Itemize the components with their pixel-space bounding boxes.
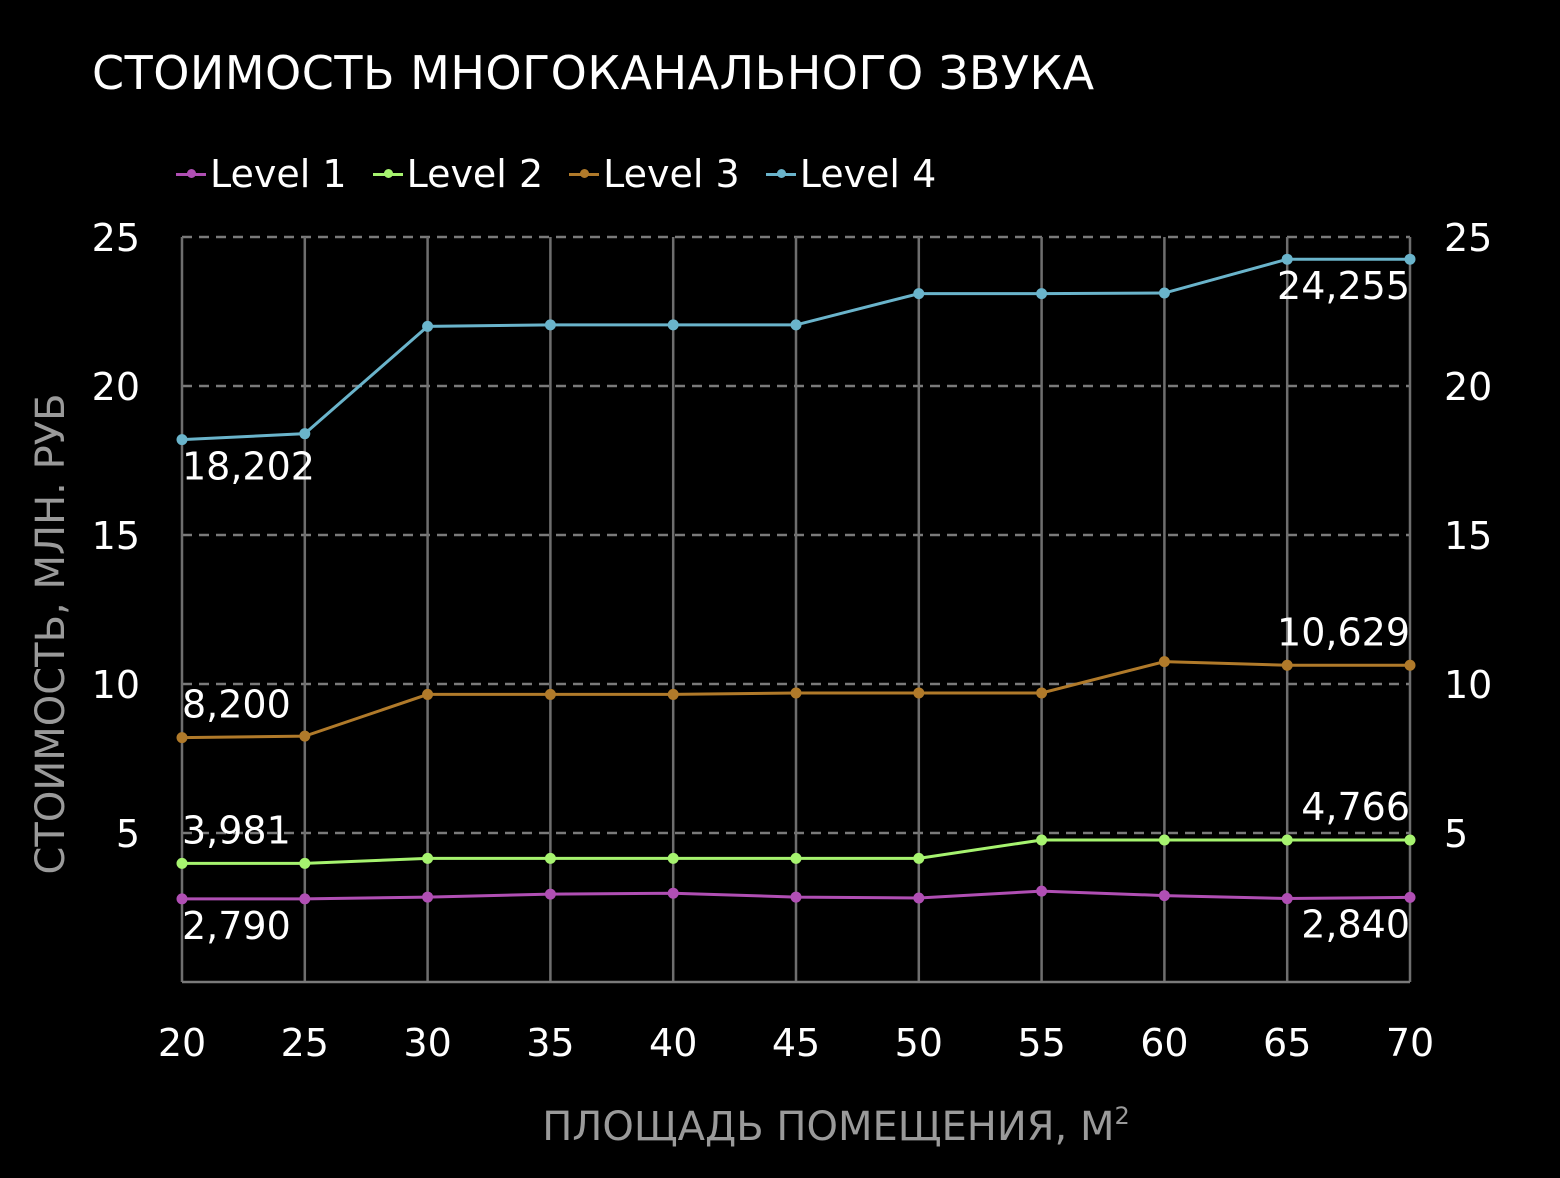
data-point-level-1	[667, 887, 679, 899]
data-label: 2,790	[182, 904, 291, 948]
data-label: 18,202	[182, 445, 315, 489]
data-point-level-2	[299, 857, 311, 869]
data-point-level-4	[1036, 288, 1048, 300]
data-point-level-2	[1036, 834, 1048, 846]
x-tick-label: 55	[1017, 1021, 1065, 1065]
data-point-level-4	[913, 288, 925, 300]
data-point-level-1	[422, 891, 434, 903]
data-point-level-1	[913, 892, 925, 904]
x-tick-label: 25	[281, 1021, 329, 1065]
data-point-level-3	[1158, 656, 1170, 668]
y-tick-label-left: 20	[92, 365, 140, 409]
data-point-level-4	[1158, 287, 1170, 299]
x-tick-label: 20	[158, 1021, 206, 1065]
legend-swatch	[765, 168, 796, 178]
y-tick-label-right: 5	[1444, 812, 1468, 856]
data-label: 2,840	[1301, 902, 1410, 946]
data-point-level-1	[1036, 885, 1048, 897]
legend: Level 1 Level 2 Level 3 Level 4	[176, 152, 936, 196]
data-point-level-4	[544, 319, 556, 331]
legend-label: Level 2	[406, 152, 544, 196]
y-tick-label-left: 10	[92, 663, 140, 707]
data-point-level-1	[790, 891, 802, 903]
data-point-level-2	[1404, 834, 1416, 846]
data-point-level-3	[1281, 659, 1293, 671]
x-axis-label-text: ПЛОЩАДЬ ПОМЕЩЕНИЯ, М	[542, 1104, 1114, 1150]
y-tick-label-left: 15	[92, 514, 140, 558]
x-tick-label: 50	[895, 1021, 943, 1065]
data-label: 3,981	[182, 808, 291, 852]
data-point-level-1	[544, 888, 556, 900]
data-point-level-1	[1281, 893, 1293, 905]
data-point-level-3	[299, 730, 311, 742]
data-point-level-1	[1158, 890, 1170, 902]
data-point-level-2	[176, 857, 188, 869]
legend-swatch	[569, 168, 600, 178]
data-point-level-2	[544, 852, 556, 864]
legend-item-level-2: Level 2	[372, 152, 544, 196]
y-tick-label-left: 25	[92, 216, 140, 260]
data-label: 24,255	[1277, 264, 1410, 308]
data-point-level-1	[299, 893, 311, 905]
y-tick-label-right: 15	[1444, 514, 1492, 558]
data-point-level-3	[667, 688, 679, 700]
data-point-level-3	[176, 732, 188, 744]
x-tick-label: 65	[1263, 1021, 1311, 1065]
data-point-level-2	[913, 852, 925, 864]
data-point-level-4	[422, 320, 434, 332]
legend-item-level-4: Level 4	[765, 152, 937, 196]
data-point-level-1	[176, 893, 188, 905]
y-tick-label-right: 25	[1444, 216, 1492, 260]
data-point-level-4	[299, 428, 311, 440]
data-point-level-4	[667, 319, 679, 331]
x-tick-label: 40	[649, 1021, 697, 1065]
legend-marker	[383, 168, 393, 178]
data-point-level-2	[422, 852, 434, 864]
data-point-level-2	[1158, 834, 1170, 846]
data-point-level-3	[1404, 659, 1416, 671]
x-tick-label: 35	[526, 1021, 574, 1065]
data-point-level-3	[422, 688, 434, 700]
legend-swatch	[176, 168, 206, 178]
x-tick-label: 60	[1140, 1021, 1188, 1065]
data-point-level-2	[667, 852, 679, 864]
y-axis-label: СТОИМОСТЬ, МЛН. РУБ	[28, 393, 74, 874]
data-point-level-4	[176, 434, 188, 446]
data-label: 4,766	[1301, 785, 1410, 829]
x-axis-label: ПЛОЩАДЬ ПОМЕЩЕНИЯ, М2	[542, 1102, 1130, 1150]
data-point-level-1	[1404, 891, 1416, 903]
y-tick-label-right: 20	[1444, 365, 1492, 409]
data-point-level-4	[1281, 253, 1293, 265]
data-point-level-3	[1036, 687, 1048, 699]
x-tick-label: 30	[403, 1021, 451, 1065]
data-point-level-2	[1281, 834, 1293, 846]
data-point-level-2	[790, 852, 802, 864]
legend-item-level-1: Level 1	[176, 152, 347, 196]
legend-label: Level 1	[210, 152, 347, 196]
x-tick-label: 70	[1386, 1021, 1434, 1065]
data-point-level-3	[790, 687, 802, 699]
y-tick-label-right: 10	[1444, 663, 1492, 707]
legend-marker	[187, 168, 196, 178]
data-point-level-4	[790, 319, 802, 331]
legend-label: Level 4	[799, 152, 937, 196]
legend-item-level-3: Level 3	[569, 152, 740, 196]
legend-marker	[776, 168, 786, 178]
x-axis-label-superscript: 2	[1114, 1102, 1129, 1130]
data-label: 8,200	[182, 683, 291, 727]
legend-label: Level 3	[603, 152, 740, 196]
y-tick-label-left: 5	[116, 812, 140, 856]
legend-marker	[580, 168, 590, 178]
data-point-level-3	[544, 688, 556, 700]
data-label: 10,629	[1277, 610, 1410, 654]
legend-swatch	[372, 168, 403, 178]
chart-title: СТОИМОСТЬ МНОГОКАНАЛЬНОГО ЗВУКА	[92, 46, 1095, 100]
x-tick-label: 45	[772, 1021, 820, 1065]
data-point-level-4	[1404, 253, 1416, 265]
data-point-level-3	[913, 687, 925, 699]
